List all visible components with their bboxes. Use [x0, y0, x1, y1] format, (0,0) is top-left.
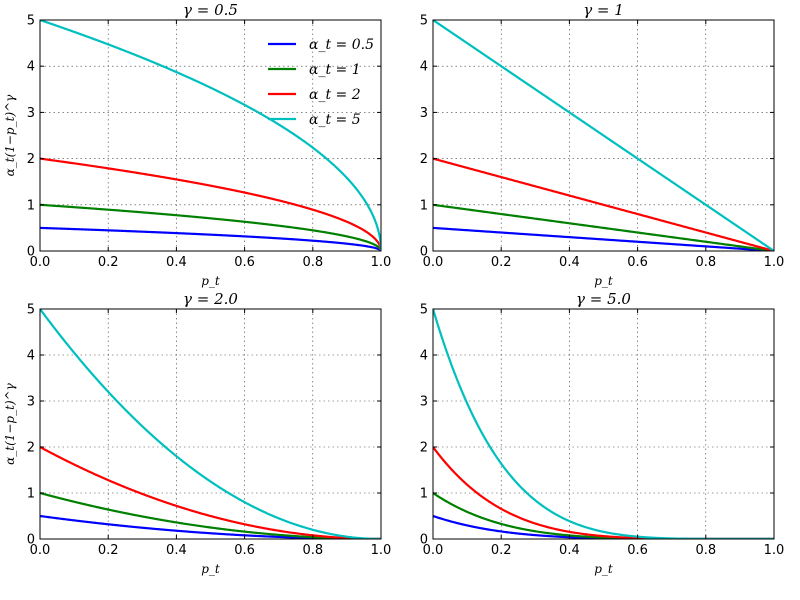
x-tick-label: 0.2 — [98, 543, 119, 558]
x-tick-label: 1.0 — [764, 543, 785, 558]
y-tick-label: 2 — [420, 152, 428, 167]
x-tick-label: 0.8 — [302, 255, 323, 270]
y-tick-label: 3 — [27, 395, 35, 410]
series-line-alpha-5 — [40, 309, 381, 539]
y-tick-label: 1 — [27, 487, 35, 502]
x-axis-label: p_t — [201, 274, 220, 288]
y-axis-label: α_t(1−p_t)^γ — [3, 94, 17, 177]
x-axis-label: p_t — [201, 562, 220, 576]
plot-frame — [39, 19, 382, 252]
y-tick-label: 3 — [420, 395, 428, 410]
subplot-title: γ = 0.5 — [183, 1, 238, 19]
series-line-alpha-0-5 — [433, 226, 774, 251]
x-tick-label: 0.2 — [491, 543, 512, 558]
x-tick-label: 0.4 — [166, 255, 187, 270]
y-tick-label: 1 — [420, 487, 428, 502]
subplot-title: γ = 1 — [583, 1, 624, 19]
y-tick-label: 0 — [420, 245, 428, 260]
plot-frame — [39, 308, 382, 540]
x-tick-label: 0.8 — [302, 543, 323, 558]
x-tick-label: 0.6 — [627, 255, 648, 270]
series-line-alpha-1 — [433, 203, 774, 251]
series-line-alpha-2 — [40, 446, 381, 539]
series-line-alpha-1 — [40, 203, 381, 251]
subplot-title: γ = 2.0 — [183, 290, 238, 308]
x-tick-label: 0.2 — [491, 255, 512, 270]
x-tick-label: 0.4 — [559, 255, 580, 270]
subplot-gamma-1: γ = 1 p_t 0.0 0.2 0.4 0.6 0.8 1.0 0 1 2 3 4 5 — [420, 1, 785, 288]
y-tick-label: 0 — [27, 245, 35, 260]
y-tick-label: 5 — [420, 303, 428, 318]
y-tick-label: 4 — [27, 349, 35, 364]
legend-label: α_t = 2 — [309, 87, 361, 103]
x-axis-label: p_t — [594, 274, 613, 288]
x-tick-label: 0.8 — [695, 543, 716, 558]
legend-label: α_t = 5 — [309, 112, 361, 128]
y-tick-label: 5 — [27, 303, 35, 318]
y-tick-label: 2 — [420, 441, 428, 456]
legend-label: α_t = 0.5 — [309, 37, 374, 53]
legend-label: α_t = 1 — [309, 62, 361, 78]
y-tick-label: 5 — [27, 14, 35, 29]
y-tick-label: 0 — [420, 533, 428, 548]
y-tick-label: 4 — [27, 60, 35, 75]
y-tick-label: 1 — [27, 198, 35, 213]
y-tick-label: 0 — [27, 533, 35, 548]
subplot-gamma-5: γ = 5.0 p_t 0.0 0.2 0.4 0.6 0.8 1.0 0 1 2 3 4 5 — [420, 290, 785, 576]
plot-frame — [432, 308, 775, 540]
y-tick-label: 2 — [27, 152, 35, 167]
x-tick-label: 0.6 — [627, 543, 648, 558]
x-tick-label: 1.0 — [764, 255, 785, 270]
subplot-title: γ = 5.0 — [576, 290, 631, 308]
x-tick-label: 1.0 — [371, 543, 392, 558]
x-tick-label: 0.2 — [98, 255, 119, 270]
x-tick-label: 0.0 — [30, 543, 51, 558]
x-tick-label: 0.4 — [166, 543, 187, 558]
x-tick-label: 0.6 — [234, 255, 255, 270]
x-tick-label: 1.0 — [371, 255, 392, 270]
y-tick-label: 2 — [27, 441, 35, 456]
y-axis-label: α_t(1−p_t)^γ — [3, 382, 17, 465]
plot-frame — [432, 19, 775, 252]
subplot-gamma-2: γ = 2.0 p_t α_t(1−p_t)^γ 0.0 0.2 0.4 0.6 0.8… — [3, 290, 391, 576]
x-tick-label: 0.8 — [695, 255, 716, 270]
y-tick-label: 4 — [420, 349, 428, 364]
y-tick-label: 3 — [27, 106, 35, 121]
x-tick-label: 0.0 — [423, 255, 444, 270]
x-tick-label: 0.4 — [559, 543, 580, 558]
x-axis-label: p_t — [594, 562, 613, 576]
legend: α_t = 0.5 α_t = 1 α_t = 2 α_t = 5 — [268, 37, 374, 128]
series-line-alpha-2 — [433, 157, 774, 251]
y-tick-label: 1 — [420, 198, 428, 213]
series-line-alpha-2 — [40, 157, 381, 251]
series-line-alpha-5 — [40, 20, 381, 251]
subplot-gamma-0-5: γ = 0.5 p_t α_t(1−p_t)^γ 0.0 0.2 0.4 0.6 0.8… — [3, 1, 391, 288]
x-tick-label: 0.0 — [423, 543, 444, 558]
series-line-alpha-0-5 — [40, 226, 381, 251]
y-tick-label: 5 — [420, 14, 428, 29]
series-line-alpha-1 — [40, 491, 381, 539]
series-line-alpha-5 — [433, 20, 774, 251]
y-tick-label: 3 — [420, 106, 428, 121]
x-tick-label: 0.6 — [234, 543, 255, 558]
y-tick-label: 4 — [420, 60, 428, 75]
x-tick-label: 0.0 — [30, 255, 51, 270]
